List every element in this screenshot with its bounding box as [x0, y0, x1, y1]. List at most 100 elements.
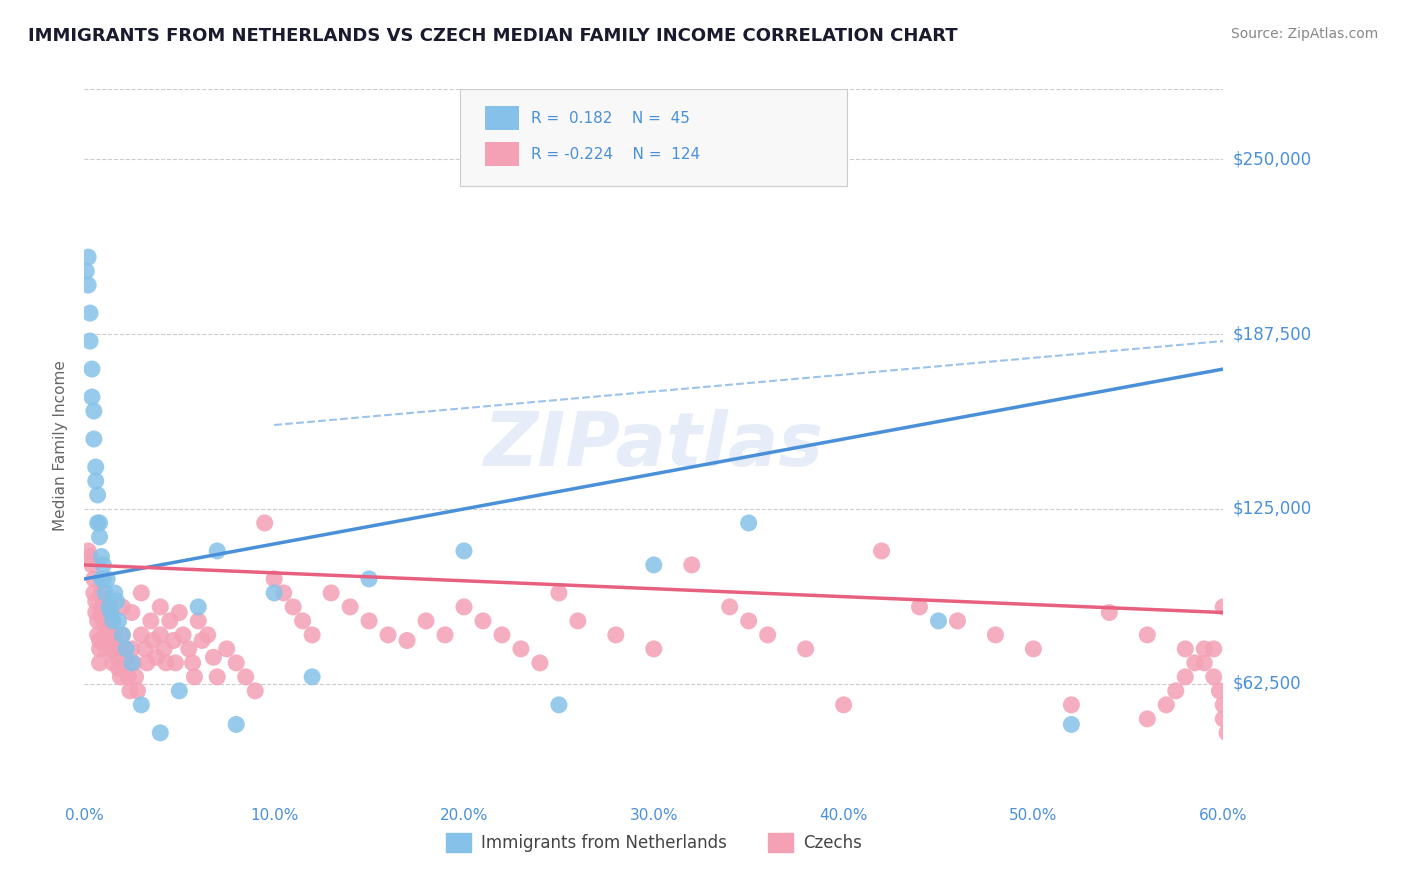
Point — [98, 633, 121, 648]
Point — [434, 628, 457, 642]
Point — [77, 250, 100, 264]
Point — [115, 641, 138, 656]
Point — [1216, 726, 1239, 740]
Point — [207, 670, 229, 684]
Point — [131, 628, 153, 642]
Point — [84, 594, 107, 608]
Text: R =  0.182    N =  45: R = 0.182 N = 45 — [531, 111, 690, 126]
Point — [548, 586, 571, 600]
Point — [1098, 606, 1121, 620]
Point — [202, 650, 225, 665]
Point — [89, 656, 111, 670]
Point — [187, 614, 209, 628]
Point — [77, 278, 100, 293]
Point — [245, 684, 267, 698]
Point — [263, 586, 285, 600]
Point — [79, 549, 101, 564]
Point — [718, 599, 741, 614]
Point — [291, 614, 314, 628]
Point — [115, 656, 138, 670]
Point — [96, 572, 118, 586]
Point — [453, 599, 475, 614]
Point — [89, 641, 111, 656]
Text: IMMIGRANTS FROM NETHERLANDS VS CZECH MEDIAN FAMILY INCOME CORRELATION CHART: IMMIGRANTS FROM NETHERLANDS VS CZECH MED… — [28, 27, 957, 45]
Point — [548, 698, 571, 712]
Point — [1212, 712, 1234, 726]
Point — [142, 633, 165, 648]
Point — [79, 334, 101, 348]
Point — [187, 599, 209, 614]
Point — [118, 684, 141, 698]
Point — [1060, 717, 1083, 731]
Point — [131, 586, 153, 600]
Point — [225, 717, 247, 731]
Point — [738, 516, 761, 530]
Point — [605, 628, 627, 642]
Point — [263, 572, 285, 586]
Point — [90, 572, 112, 586]
Point — [1184, 656, 1206, 670]
Point — [832, 698, 855, 712]
Bar — [485, 106, 519, 130]
Point — [529, 656, 551, 670]
Point — [122, 656, 145, 670]
Point — [89, 633, 111, 648]
Point — [1202, 670, 1225, 684]
Bar — [485, 142, 519, 166]
Point — [159, 614, 181, 628]
Point — [86, 614, 108, 628]
Point — [131, 698, 153, 712]
Point — [1156, 698, 1178, 712]
Point — [83, 432, 105, 446]
Point — [794, 641, 817, 656]
Point — [681, 558, 703, 572]
Point — [149, 726, 172, 740]
Point — [177, 641, 200, 656]
Point — [96, 599, 118, 614]
Text: $187,500: $187,500 — [1233, 325, 1312, 343]
Point — [93, 594, 115, 608]
Point — [225, 656, 247, 670]
Point — [1212, 698, 1234, 712]
Point — [136, 656, 159, 670]
Point — [169, 606, 191, 620]
FancyBboxPatch shape — [460, 89, 848, 186]
Point — [183, 670, 205, 684]
Text: ZIPatlas: ZIPatlas — [484, 409, 824, 483]
Point — [104, 586, 127, 600]
Text: Source: ZipAtlas.com: Source: ZipAtlas.com — [1230, 27, 1378, 41]
Point — [80, 390, 103, 404]
Point — [301, 628, 323, 642]
Point — [1164, 684, 1187, 698]
Point — [491, 628, 513, 642]
Point — [359, 572, 381, 586]
Point — [117, 670, 139, 684]
Point — [75, 264, 97, 278]
Point — [1022, 641, 1045, 656]
Point — [1174, 641, 1197, 656]
Point — [162, 633, 184, 648]
Point — [84, 460, 107, 475]
Point — [101, 656, 124, 670]
Point — [86, 488, 108, 502]
Point — [89, 530, 111, 544]
Text: $62,500: $62,500 — [1233, 675, 1302, 693]
Point — [90, 586, 112, 600]
Point — [1194, 656, 1216, 670]
Point — [1060, 698, 1083, 712]
Point — [79, 306, 101, 320]
Point — [111, 628, 134, 642]
Point — [80, 558, 103, 572]
Point — [121, 606, 143, 620]
Point — [105, 650, 128, 665]
Point — [90, 549, 112, 564]
Point — [1212, 599, 1234, 614]
Point — [83, 586, 105, 600]
Point — [86, 516, 108, 530]
Point — [207, 544, 229, 558]
Point — [93, 614, 115, 628]
Point — [105, 594, 128, 608]
Point — [83, 404, 105, 418]
Point — [984, 628, 1007, 642]
Point — [191, 633, 214, 648]
